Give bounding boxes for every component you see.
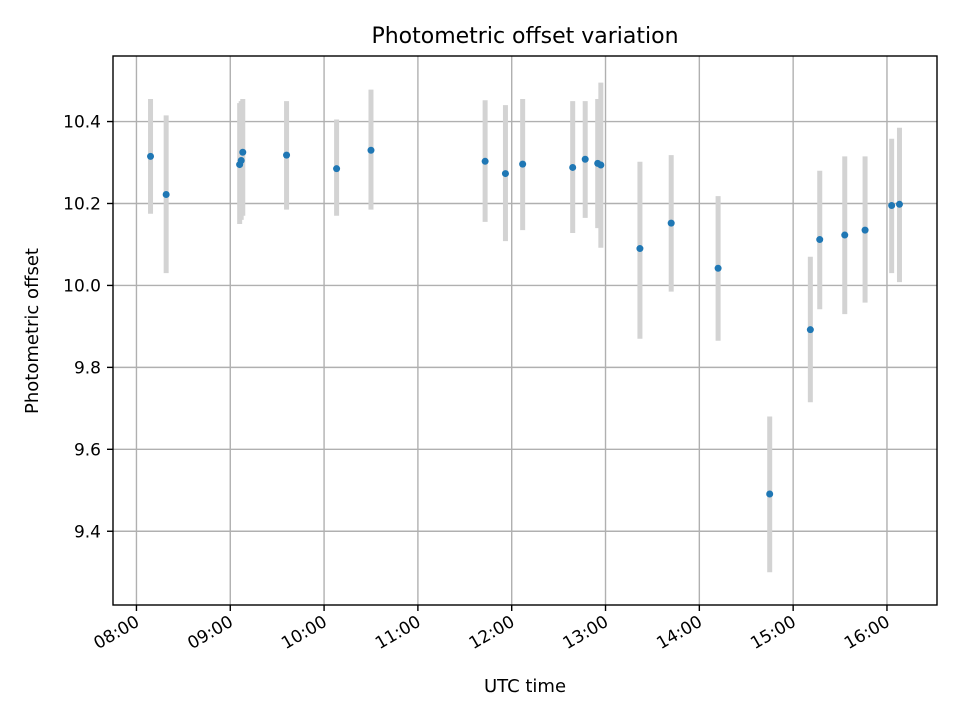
x-axis-label: UTC time xyxy=(484,676,566,697)
data-point xyxy=(367,146,375,154)
data-point xyxy=(841,231,849,239)
data-point xyxy=(581,155,589,163)
x-tick-label: 14:00 xyxy=(653,612,705,654)
error-bars xyxy=(148,82,902,573)
data-point xyxy=(162,190,170,198)
data-point xyxy=(888,202,896,210)
x-tick-label: 13:00 xyxy=(560,612,612,654)
data-point xyxy=(501,170,509,178)
data-point xyxy=(667,219,675,227)
data-point xyxy=(895,200,903,208)
y-tick-label: 10.2 xyxy=(63,194,101,214)
data-point xyxy=(636,245,644,253)
y-axis-label: Photometric offset xyxy=(22,248,43,414)
axis-ticks: 08:00 09:00 10:00 11:00 12:00 13:00 14:00 15:00… xyxy=(63,113,893,654)
y-tick-label: 9.6 xyxy=(74,440,101,460)
x-tick-label: 08:00 xyxy=(91,612,143,654)
plot-frame xyxy=(112,55,938,606)
x-tick-label: 12:00 xyxy=(466,612,518,654)
data-point xyxy=(569,163,577,171)
x-tick-label: 15:00 xyxy=(747,612,799,654)
y-tick-label: 10.4 xyxy=(63,113,101,133)
data-point xyxy=(237,156,245,164)
data-point xyxy=(597,161,605,169)
x-tick-label: 16:00 xyxy=(841,612,893,654)
data-point xyxy=(147,152,155,160)
data-points xyxy=(147,146,903,498)
x-tick-label: 10:00 xyxy=(278,612,330,654)
y-tick-label: 9.8 xyxy=(74,358,101,378)
y-tick-label: 9.4 xyxy=(74,522,101,542)
data-point xyxy=(714,264,722,272)
data-point xyxy=(239,148,247,156)
data-point xyxy=(766,490,774,498)
data-point xyxy=(816,236,824,244)
data-point xyxy=(519,160,527,168)
x-tick-label: 11:00 xyxy=(372,612,424,654)
x-tick-label: 09:00 xyxy=(184,612,236,654)
data-point xyxy=(283,151,291,159)
y-tick-label: 10.0 xyxy=(63,276,101,296)
data-point xyxy=(806,326,814,334)
data-point xyxy=(861,226,869,234)
data-point xyxy=(333,165,341,173)
chart-title: Photometric offset variation xyxy=(371,24,678,49)
data-point xyxy=(481,157,489,165)
